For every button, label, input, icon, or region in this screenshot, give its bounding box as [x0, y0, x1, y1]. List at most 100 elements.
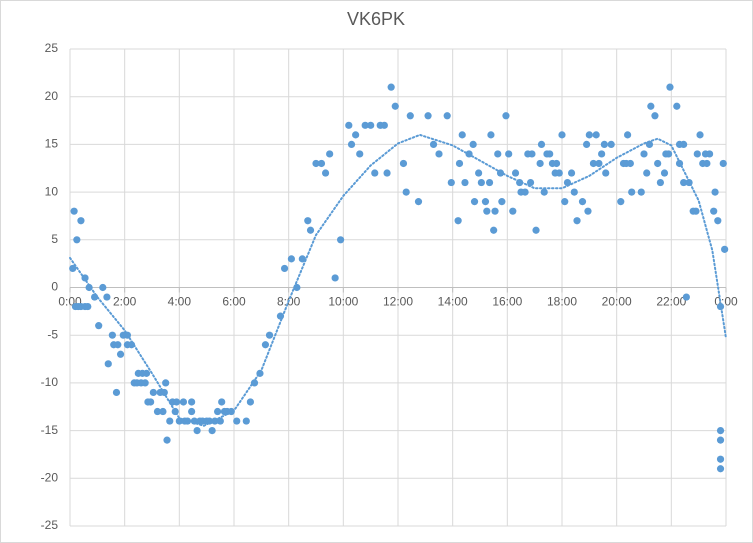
data-point: [114, 341, 122, 349]
data-point: [147, 398, 155, 406]
data-point: [95, 322, 103, 330]
data-point: [429, 140, 438, 148]
chart-title: VK6PK: [347, 9, 405, 29]
data-point: [306, 226, 315, 234]
data-point: [509, 207, 517, 215]
data-point: [391, 102, 399, 110]
x-tick-label: 18:00: [547, 295, 577, 309]
data-point: [485, 178, 494, 187]
x-tick-label: 22:00: [656, 295, 686, 309]
data-point: [218, 398, 226, 406]
data-point: [70, 207, 78, 215]
data-point: [673, 102, 681, 110]
data-point: [414, 198, 423, 206]
data-point: [317, 159, 326, 168]
data-point: [511, 169, 520, 177]
data-point: [555, 169, 563, 177]
data-point: [188, 398, 196, 406]
data-point: [69, 264, 77, 273]
data-point: [443, 112, 451, 120]
data-point: [666, 83, 674, 91]
data-point: [703, 159, 711, 168]
data-point: [312, 159, 320, 168]
data-point: [487, 131, 495, 139]
y-tick-label: 15: [45, 137, 59, 151]
x-tick-label: 10:00: [328, 295, 358, 309]
data-point: [716, 455, 725, 463]
data-point: [647, 102, 655, 110]
y-tick-label: 5: [51, 232, 58, 246]
x-tick-label: 20:00: [602, 295, 632, 309]
data-point: [595, 159, 603, 168]
data-point: [173, 398, 181, 406]
data-point: [693, 150, 701, 158]
data-point: [498, 198, 506, 206]
x-tick-label: 12:00: [383, 295, 413, 309]
data-point: [188, 407, 196, 416]
data-point: [347, 140, 356, 148]
data-point: [680, 178, 688, 187]
data-point: [108, 331, 116, 339]
data-point: [626, 159, 634, 168]
data-point: [714, 217, 722, 225]
data-point: [149, 388, 157, 397]
data-point: [380, 121, 388, 129]
data-point: [505, 150, 513, 158]
data-point: [142, 369, 151, 377]
y-tick-label: 20: [45, 89, 59, 103]
data-point: [624, 131, 632, 139]
data-point: [454, 217, 462, 225]
data-point: [371, 169, 379, 177]
data-point: [208, 427, 216, 435]
data-point: [716, 427, 725, 435]
data-point: [163, 436, 171, 444]
data-point: [424, 112, 432, 120]
data-point: [276, 312, 285, 320]
data-point: [337, 236, 345, 244]
data-point: [162, 379, 170, 387]
data-point: [502, 112, 510, 120]
data-point: [552, 159, 561, 168]
y-tick-label: -5: [47, 327, 58, 341]
data-point: [617, 198, 625, 206]
data-point: [592, 131, 600, 139]
data-point: [536, 159, 544, 168]
data-point: [112, 388, 121, 397]
data-point: [481, 198, 490, 206]
data-point: [719, 159, 727, 168]
data-point: [214, 407, 222, 416]
data-point: [477, 178, 485, 187]
data-point: [104, 360, 112, 368]
y-tick-label: 0: [51, 280, 58, 294]
data-point: [402, 188, 410, 196]
data-point: [280, 264, 289, 273]
data-point: [656, 178, 665, 187]
data-point: [99, 283, 107, 292]
data-point: [706, 150, 714, 158]
data-point: [682, 293, 690, 301]
data-point: [233, 417, 241, 425]
data-point: [584, 207, 592, 215]
data-point: [721, 245, 729, 253]
data-point: [406, 112, 414, 120]
data-point: [475, 169, 483, 177]
x-tick-label: 4:00: [168, 295, 192, 309]
data-point: [537, 140, 546, 148]
data-point: [598, 150, 606, 158]
data-point: [654, 159, 662, 168]
data-point: [600, 140, 608, 148]
data-point: [561, 198, 569, 206]
y-tick-label: 25: [45, 41, 59, 55]
data-point: [640, 150, 648, 158]
data-point: [660, 169, 669, 177]
data-point: [602, 169, 610, 177]
y-tick-label: -20: [41, 470, 59, 484]
data-point: [246, 398, 254, 406]
data-point: [193, 427, 201, 435]
data-point: [692, 207, 700, 215]
data-point: [179, 398, 188, 406]
data-point: [461, 178, 469, 187]
